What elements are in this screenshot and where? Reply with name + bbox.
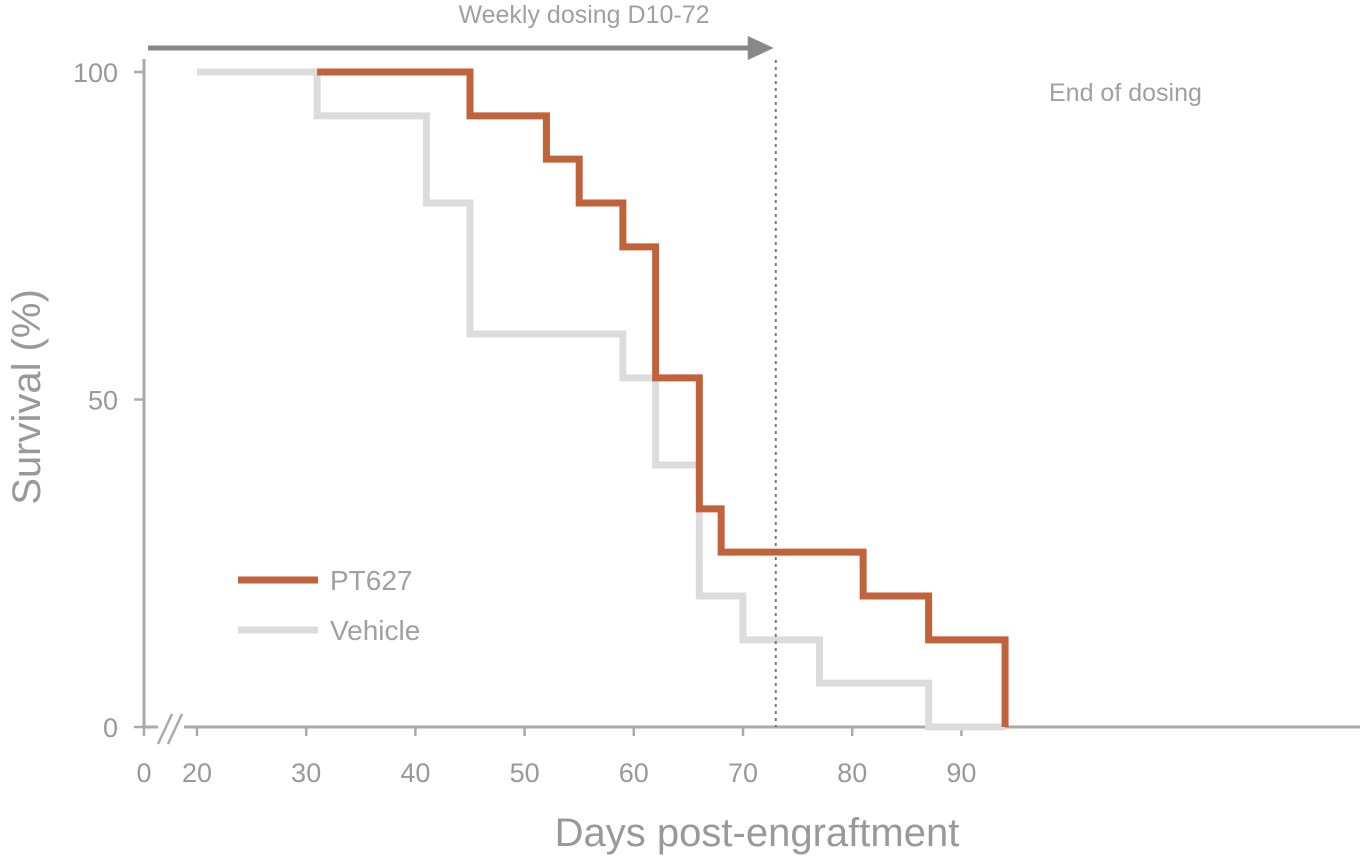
x-tick-label: 20 bbox=[182, 758, 212, 788]
y-tick-label: 100 bbox=[73, 58, 118, 88]
legend-label: Vehicle bbox=[330, 615, 420, 646]
series-group bbox=[197, 68, 1009, 731]
axes bbox=[142, 59, 1360, 745]
x-ticks: 0 20 30 40 50 60 70 80 90 bbox=[136, 727, 976, 788]
legend-label: PT627 bbox=[330, 565, 413, 596]
y-tick-label: 50 bbox=[88, 386, 118, 416]
x-tick-label: 70 bbox=[728, 758, 758, 788]
dosing-arrow-head bbox=[747, 36, 774, 60]
end-of-dosing-label: End of dosing bbox=[1049, 79, 1202, 107]
x-tick-label: 50 bbox=[510, 758, 540, 788]
x-tick-label: 0 bbox=[136, 758, 151, 788]
annotations: End of dosing Weekly dosing D10-72 bbox=[148, 1, 1202, 727]
dosing-label: Weekly dosing D10-72 bbox=[458, 1, 709, 29]
series-line-vehicle bbox=[197, 68, 1006, 731]
legend: PT627 Vehicle bbox=[238, 565, 420, 646]
axis-break-mark bbox=[166, 713, 184, 745]
axis-break-mark bbox=[156, 713, 174, 745]
x-tick-label: 30 bbox=[291, 758, 321, 788]
y-axis-title: Survival (%) bbox=[5, 289, 49, 505]
series-line-pt627 bbox=[317, 68, 1009, 727]
y-tick-label: 0 bbox=[103, 713, 118, 743]
x-axis-title: Days post-engraftment bbox=[555, 811, 960, 855]
y-ticks: 0 50 100 bbox=[73, 58, 144, 743]
x-tick-label: 60 bbox=[619, 758, 649, 788]
x-tick-label: 80 bbox=[837, 758, 867, 788]
x-tick-label: 40 bbox=[400, 758, 430, 788]
x-tick-label: 90 bbox=[946, 758, 976, 788]
